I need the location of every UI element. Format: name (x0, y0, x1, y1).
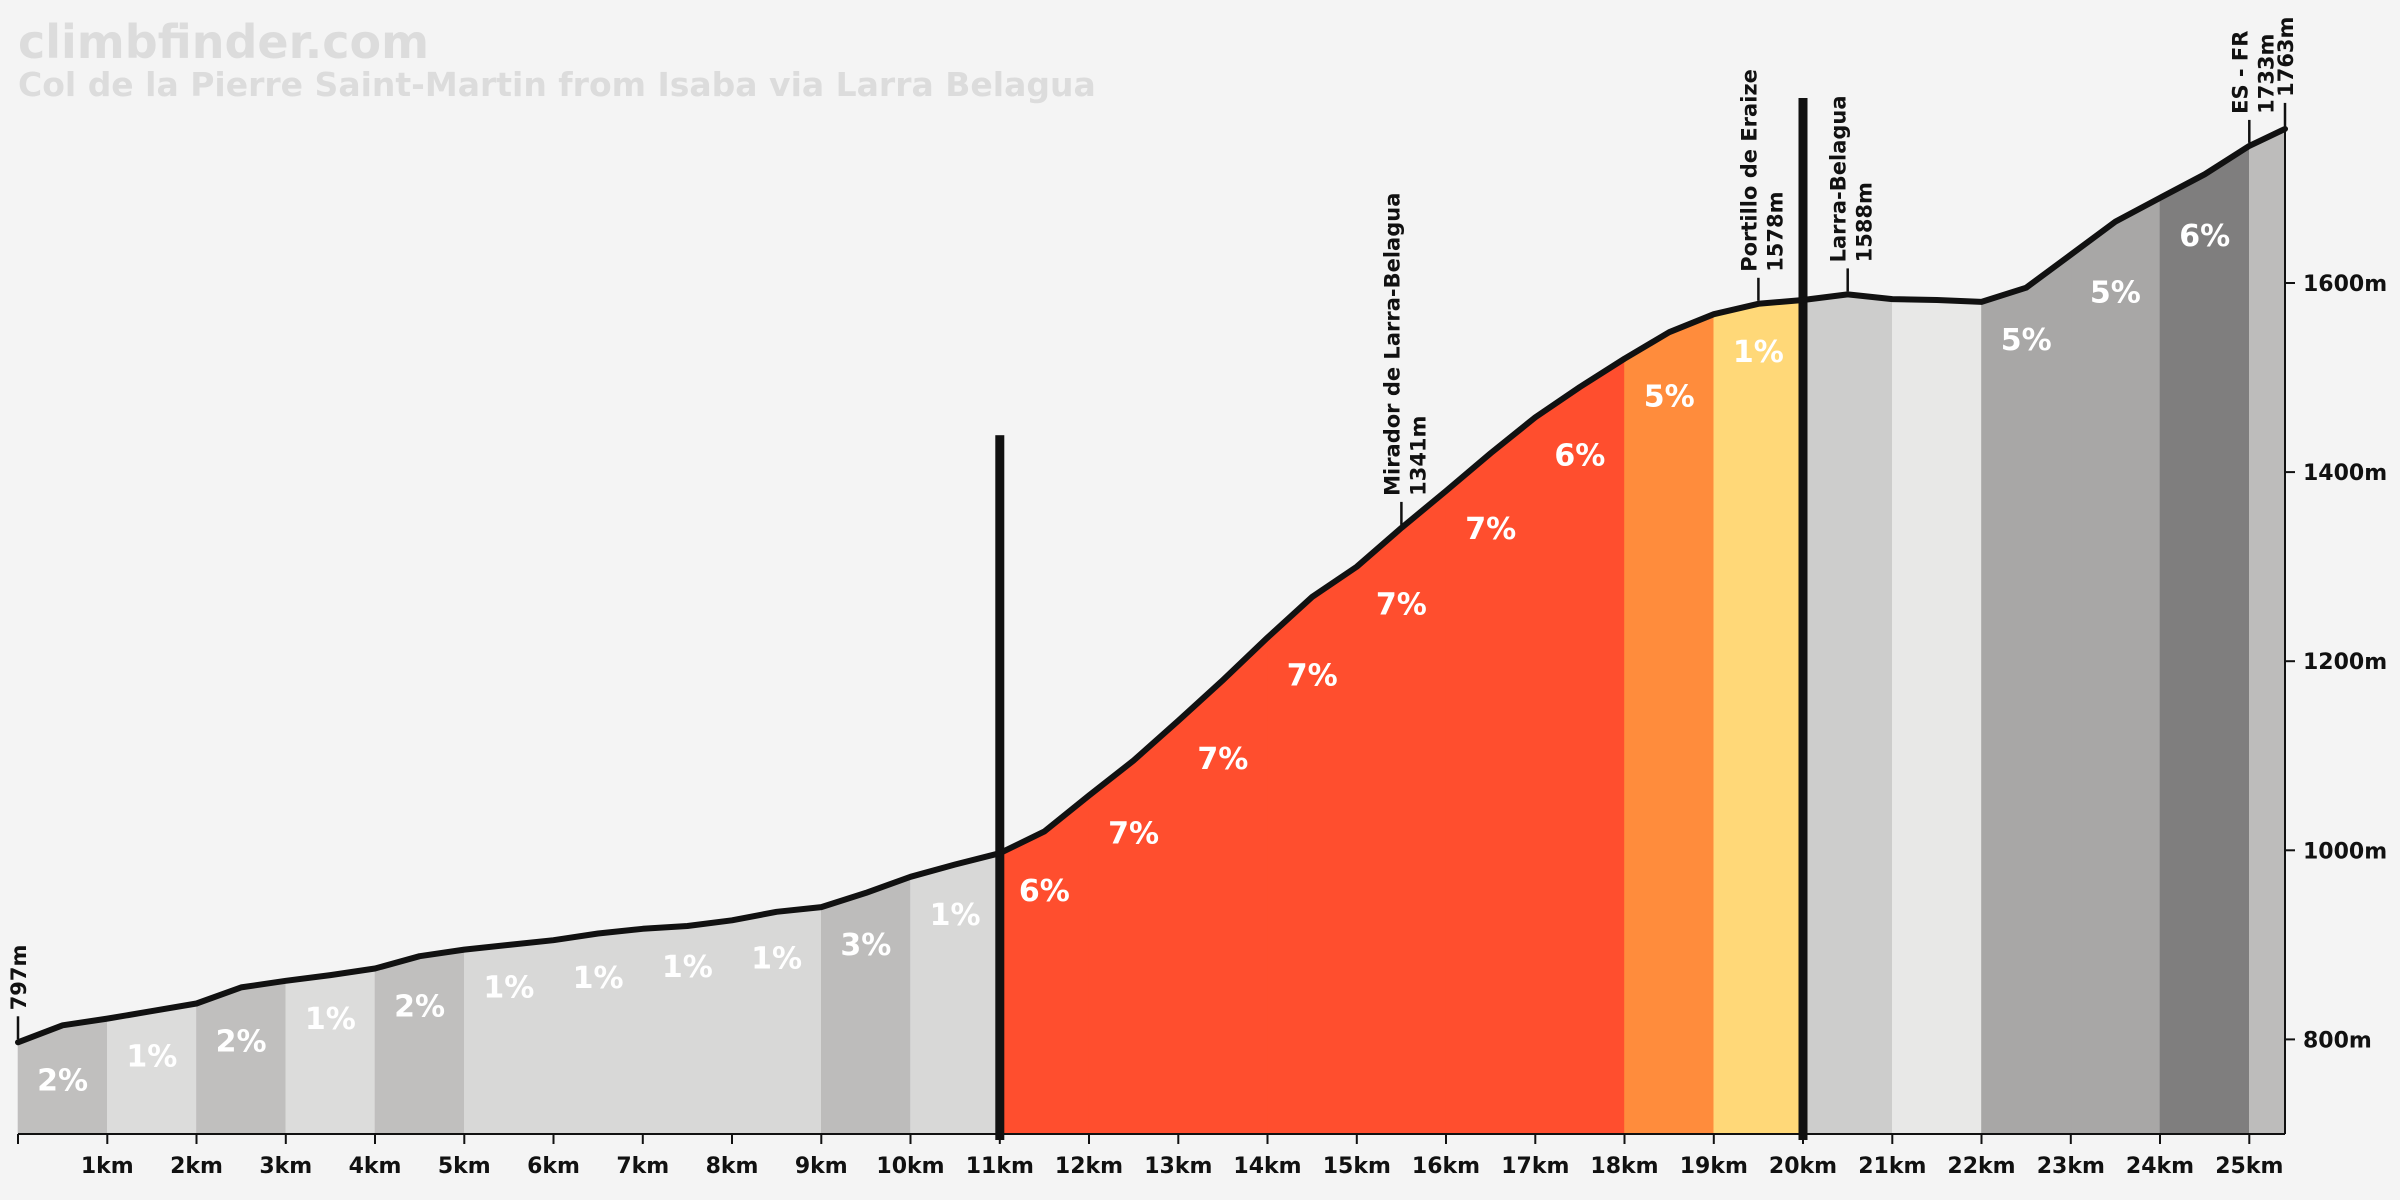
x-tick-label: 16km (1412, 1154, 1480, 1179)
gradient-label: 1% (305, 1002, 356, 1037)
gradient-segment (1535, 358, 1625, 1135)
site-logo: climbfinder.com (18, 15, 429, 69)
gradient-label: 5% (2090, 276, 2141, 311)
waypoints: 797m Mirador de Larra-Belagua 1341m Portill… (7, 17, 2298, 1040)
x-tick-label: 19km (1680, 1154, 1748, 1179)
x-tick-label: 15km (1323, 1154, 1391, 1179)
waypoint-elevation: 1588m (1853, 182, 1877, 262)
gradient-segment (910, 852, 1001, 1135)
gradient-label: 1% (573, 961, 624, 996)
gradient-segment (1267, 566, 1358, 1135)
x-tick-label: 24km (2126, 1154, 2194, 1179)
section-marker (995, 435, 1005, 1140)
gradient-label: 1% (126, 1040, 177, 1075)
gradient-segment (374, 949, 465, 1135)
profile-outline (15, 125, 2288, 1046)
waypoint-name: Portillo de Eraize (1737, 69, 1761, 272)
waypoint-name: ES - FR (2228, 31, 2252, 114)
gradient-label: 2% (37, 1063, 88, 1098)
gradient-segment (821, 876, 911, 1135)
gradient-label: 7% (1108, 817, 1159, 852)
gradient-segment (1981, 254, 2072, 1135)
gradient-segment (1624, 313, 1715, 1135)
x-tick-label: 11km (966, 1154, 1034, 1179)
gradient-segment (2070, 197, 2161, 1135)
waypoint-label: 1763m (2274, 17, 2298, 97)
gradient-segment (1892, 298, 1982, 1135)
y-tick-label: 800m (2303, 1028, 2372, 1053)
section-marker (1798, 98, 1808, 1140)
x-tick-label: 13km (1144, 1154, 1212, 1179)
gradient-label: 7% (1465, 512, 1516, 547)
gradient-label: 3% (840, 928, 891, 963)
gradient-label: 2% (394, 990, 445, 1025)
gradient-label: 6% (1554, 438, 1605, 473)
waypoint-label: Mirador de Larra-Belagua 1341m (1380, 193, 1430, 496)
gradient-label: 5% (1644, 380, 1695, 415)
x-axis: 1km 2km 3km 4km 5km 6km 7km 8km 9km 10km 11km 12km 1… (17, 1133, 2285, 1179)
y-tick-label: 1400m (2303, 461, 2387, 486)
waypoint-elevation: 797m (7, 945, 31, 1011)
y-axis: 800m 1000m 1200m 1400m 1600m (2284, 120, 2387, 1134)
gradient-label: 1% (751, 941, 802, 976)
gradient-label: 1% (662, 950, 713, 985)
profile-line (15, 125, 2288, 1046)
gradient-segment (285, 968, 376, 1135)
gradient-segment (1713, 299, 1804, 1135)
x-tick-label: 14km (1233, 1154, 1301, 1179)
waypoint-label: Larra-Belagua 1588m (1827, 95, 1877, 262)
gradient-label: 5% (2001, 323, 2052, 358)
x-tick-label: 7km (616, 1154, 669, 1179)
x-tick-label: 23km (2037, 1154, 2105, 1179)
section-markers (995, 98, 1808, 1140)
x-tick-label: 3km (259, 1154, 312, 1179)
x-tick-label: 9km (795, 1154, 848, 1179)
gradient-label: 7% (1287, 659, 1338, 694)
x-tick-label: 17km (1501, 1154, 1569, 1179)
gradient-label: 6% (1019, 874, 1070, 909)
gradient-label: 7% (1197, 742, 1248, 777)
gradient-segment (2159, 145, 2250, 1135)
waypoint-label: 797m (7, 945, 31, 1011)
waypoint-label: Portillo de Eraize 1578m (1737, 69, 1787, 272)
waypoint-elevation: 1578m (1763, 191, 1787, 271)
gradient-label: 1% (930, 898, 981, 933)
x-tick-label: 21km (1858, 1154, 1926, 1179)
gradient-label: 2% (216, 1025, 267, 1060)
x-tick-label: 4km (349, 1154, 402, 1179)
waypoint-name: Larra-Belagua (1827, 95, 1851, 262)
waypoint-elevation: 1763m (2274, 17, 2298, 97)
waypoint-label: ES - FR 1733m (2228, 31, 2278, 114)
x-tick-label: 2km (170, 1154, 223, 1179)
x-tick-label: 6km (527, 1154, 580, 1179)
x-tick-label: 22km (1947, 1154, 2015, 1179)
x-tick-label: 8km (706, 1154, 759, 1179)
waypoint-elevation: 1341m (1406, 416, 1430, 496)
x-tick-label: 20km (1769, 1154, 1837, 1179)
y-tick-label: 1600m (2303, 272, 2387, 297)
waypoint-elevation: 1733m (2254, 34, 2278, 114)
climb-title: Col de la Pierre Saint-Martin from Isaba… (18, 65, 1096, 104)
x-tick-label: 5km (438, 1154, 491, 1179)
gradient-segment (464, 939, 554, 1135)
gradient-segments (17, 128, 2286, 1135)
x-tick-label: 1km (81, 1154, 134, 1179)
gradient-label: 1% (483, 971, 534, 1006)
x-tick-label: 10km (876, 1154, 944, 1179)
gradient-segment (553, 928, 644, 1135)
x-tick-label: 18km (1590, 1154, 1658, 1179)
gradient-segment (1802, 294, 1893, 1135)
gradient-segment (2249, 128, 2286, 1135)
gradient-label: 6% (2179, 219, 2230, 254)
gradient-label: 1% (1733, 335, 1784, 370)
y-tick-label: 1200m (2303, 650, 2387, 675)
x-tick-label: 25km (2215, 1154, 2283, 1179)
gradient-label: 7% (1376, 588, 1427, 623)
y-tick-label: 1000m (2303, 839, 2387, 864)
waypoint-name: Mirador de Larra-Belagua (1380, 193, 1404, 496)
x-tick-label: 12km (1055, 1154, 1123, 1179)
gradient-labels: 2% 1% 2% 1% 2% 1% 1% 1% 1% 3% 1% 6% 7% 7% 7% 7% 7% 6% 5% 1%… (37, 219, 2230, 1098)
